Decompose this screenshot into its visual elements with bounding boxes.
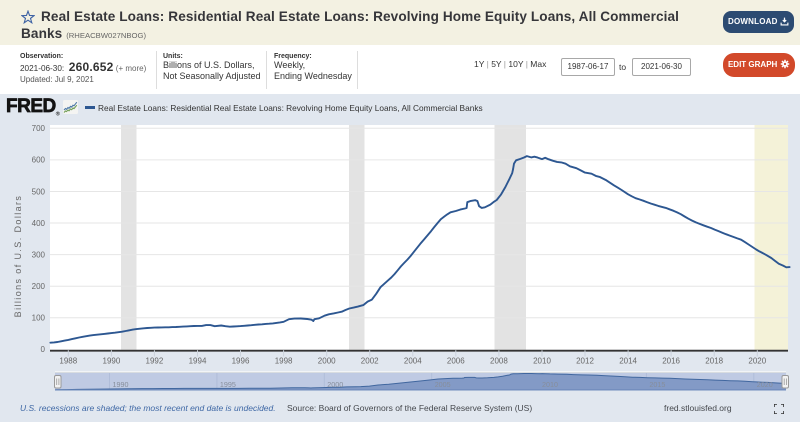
- svg-text:1990: 1990: [113, 380, 129, 389]
- svg-text:2000: 2000: [318, 357, 336, 366]
- svg-text:200: 200: [32, 282, 46, 291]
- svg-text:2020: 2020: [748, 357, 766, 366]
- svg-text:2020: 2020: [757, 380, 773, 389]
- svg-text:1995: 1995: [220, 380, 236, 389]
- svg-text:1994: 1994: [189, 357, 207, 366]
- svg-text:100: 100: [32, 314, 46, 323]
- svg-text:Billions of U.S. Dollars: Billions of U.S. Dollars: [13, 195, 23, 318]
- svg-text:2000: 2000: [327, 380, 343, 389]
- svg-text:2006: 2006: [447, 357, 465, 366]
- svg-text:2014: 2014: [619, 357, 637, 366]
- svg-text:1990: 1990: [103, 357, 121, 366]
- svg-text:300: 300: [32, 250, 46, 259]
- svg-text:2012: 2012: [576, 357, 594, 366]
- svg-text:1996: 1996: [232, 357, 250, 366]
- svg-text:2018: 2018: [705, 357, 723, 366]
- svg-text:2008: 2008: [490, 357, 508, 366]
- svg-text:2010: 2010: [542, 380, 558, 389]
- svg-text:2004: 2004: [404, 357, 422, 366]
- svg-text:1988: 1988: [59, 357, 77, 366]
- svg-text:1998: 1998: [275, 357, 293, 366]
- svg-text:600: 600: [32, 156, 46, 165]
- svg-text:2005: 2005: [435, 380, 451, 389]
- svg-text:500: 500: [32, 187, 46, 196]
- svg-text:1992: 1992: [146, 357, 164, 366]
- svg-text:0: 0: [41, 345, 46, 354]
- svg-text:2016: 2016: [662, 357, 680, 366]
- svg-text:700: 700: [32, 124, 46, 133]
- svg-text:400: 400: [32, 219, 46, 228]
- svg-text:2015: 2015: [649, 380, 665, 389]
- svg-text:2002: 2002: [361, 357, 379, 366]
- svg-text:2010: 2010: [533, 357, 551, 366]
